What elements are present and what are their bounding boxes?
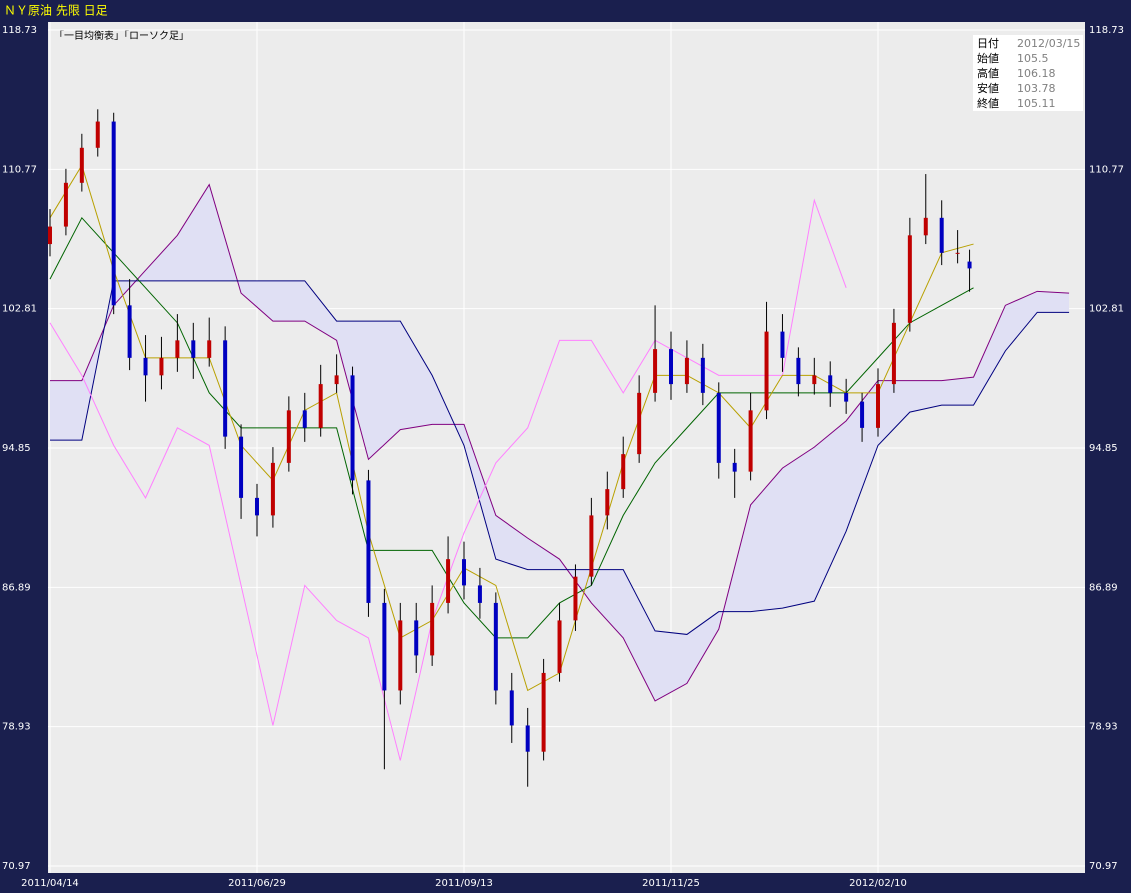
- candle-body: [891, 322, 896, 385]
- candle-body: [923, 217, 928, 236]
- x-tick-label: 2011/11/25: [642, 878, 700, 889]
- candle-body: [828, 375, 833, 393]
- candle-body: [207, 340, 212, 358]
- indicator-line: [49, 280, 1070, 635]
- y-tick-label: 110.77: [2, 164, 37, 175]
- candle-body: [955, 252, 960, 254]
- candle-body: [967, 261, 972, 269]
- x-tick-label: 2012/02/10: [849, 878, 907, 889]
- candle-body: [716, 392, 721, 463]
- x-tick-label: 2011/06/29: [228, 878, 286, 889]
- y-tick-label: 102.81: [1089, 304, 1124, 315]
- info-box: [973, 35, 1083, 111]
- y-tick-label: 110.77: [1089, 164, 1124, 175]
- indicator-line: [49, 164, 974, 692]
- x-tick-label: 2011/04/14: [21, 878, 79, 889]
- candle-body: [398, 620, 403, 691]
- legend-text: 「一目均衡表」「ローソク足」: [54, 29, 189, 42]
- y-tick-label: 78.93: [1089, 722, 1118, 733]
- candle-body: [621, 454, 626, 490]
- info-value: 105.11: [1017, 97, 1056, 110]
- candle-body: [573, 576, 578, 621]
- candle-body: [589, 515, 594, 577]
- candle-body: [860, 401, 865, 428]
- candle-body: [446, 559, 451, 603]
- y-tick-label: 118.73: [2, 25, 37, 36]
- candle-body: [239, 436, 244, 498]
- candle-body: [111, 121, 116, 306]
- y-tick-label: 94.85: [1089, 443, 1118, 454]
- candle-body: [844, 392, 849, 402]
- candle-body: [493, 602, 498, 691]
- candle-body: [270, 462, 275, 516]
- candle-body: [302, 410, 307, 428]
- candle-body: [350, 375, 355, 481]
- y-tick-label: 78.93: [2, 722, 31, 733]
- candle-body: [637, 392, 642, 455]
- chart-title: ＮＹ原油 先限 日足: [4, 4, 108, 18]
- candle-body: [63, 182, 68, 227]
- y-tick-label: 102.81: [2, 304, 37, 315]
- candle-body: [461, 559, 466, 586]
- y-tick-label: 86.89: [1089, 582, 1118, 593]
- candle-body: [414, 620, 419, 656]
- candle-body: [684, 357, 689, 385]
- candle-body: [907, 235, 912, 323]
- info-value: 105.5: [1017, 52, 1049, 65]
- candle-body: [812, 375, 817, 385]
- cloud: [49, 184, 1070, 701]
- candle-body: [191, 340, 196, 358]
- y-tick-label: 94.85: [2, 443, 31, 454]
- candle-body: [780, 331, 785, 358]
- info-label: 始値: [977, 51, 999, 65]
- info-label: 日付: [977, 37, 999, 50]
- x-tick-label: 2011/09/13: [435, 878, 493, 889]
- candle-body: [286, 410, 291, 463]
- candle-body: [366, 480, 371, 603]
- info-value: 106.18: [1017, 67, 1056, 80]
- candle-body: [509, 690, 514, 726]
- info-label: 安値: [977, 81, 999, 95]
- y-tick-label: 118.73: [1089, 25, 1124, 36]
- info-label: 高値: [977, 66, 999, 80]
- candle-body: [318, 384, 323, 428]
- candle-body: [525, 725, 530, 752]
- candle-body: [95, 121, 100, 148]
- candle-body: [223, 340, 228, 437]
- candle-body: [334, 375, 339, 385]
- candle-body: [127, 305, 132, 358]
- candle-body: [796, 357, 801, 385]
- info-value: 103.78: [1017, 82, 1056, 95]
- candle-body: [159, 357, 164, 376]
- info-value: 2012/03/15: [1017, 37, 1080, 50]
- candle-body: [477, 585, 482, 603]
- info-label: 終値: [977, 96, 999, 110]
- candle-body: [143, 357, 148, 376]
- indicator-line: [49, 183, 1070, 702]
- y-tick-label: 86.89: [2, 582, 31, 593]
- candle-body: [668, 349, 673, 385]
- candle-body: [557, 620, 562, 673]
- candle-body: [653, 349, 658, 393]
- candle-body: [541, 672, 546, 752]
- candle-body: [732, 462, 737, 472]
- candle-body: [748, 410, 753, 472]
- candle-body: [700, 357, 705, 393]
- candle-body: [939, 217, 944, 253]
- y-tick-label: 70.97: [2, 861, 31, 872]
- candle-body: [47, 226, 52, 245]
- candle-body: [175, 340, 180, 358]
- candle-body: [430, 602, 435, 656]
- candle-body: [382, 602, 387, 691]
- candle-body: [605, 489, 610, 516]
- candle-body: [79, 147, 84, 183]
- y-tick-label: 70.97: [1089, 861, 1118, 872]
- candle-body: [764, 331, 769, 411]
- candle-body: [875, 384, 880, 428]
- candle-body: [254, 497, 259, 516]
